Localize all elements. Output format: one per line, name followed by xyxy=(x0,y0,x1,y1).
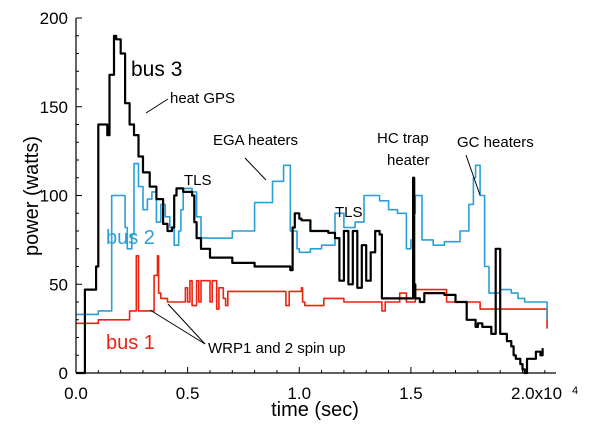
annotation-hc-trap-heater: heater xyxy=(387,152,430,169)
annotation-heat-gps: heat GPS xyxy=(170,90,235,107)
y-tick-label: 200 xyxy=(40,9,68,28)
x-tick-label: 0.0 xyxy=(64,384,88,403)
leader-ega-heaters xyxy=(244,157,267,181)
annotation-gc-heaters: GC heaters xyxy=(457,134,534,151)
y-tick-label: 0 xyxy=(59,364,68,383)
series-line-bus-1 xyxy=(76,255,548,329)
ticks-layer: 0.0 0.5 1.0 1.5 2.0x10 0 50 100 150 200 xyxy=(40,9,562,403)
series-layer xyxy=(76,34,548,375)
leader-heat-gps xyxy=(145,98,169,114)
leader-wrp-2 xyxy=(167,303,206,345)
x-tick-label: 1.0 xyxy=(287,384,311,403)
annotation-hc-trap: HC trap xyxy=(377,130,429,147)
annotation-ega-heaters: EGA heaters xyxy=(213,132,298,149)
x-axis-title: time (sec) xyxy=(271,399,359,421)
y-axis-title: power (watts) xyxy=(21,136,43,256)
y-tick-label: 50 xyxy=(49,275,68,294)
series-line-bus-2 xyxy=(76,162,548,320)
annotation-tls-1: TLS xyxy=(184,172,212,189)
series-label-bus-1: bus 1 xyxy=(106,332,155,354)
y-tick-label: 150 xyxy=(40,98,68,117)
annotation-wrp-spin-up: WRP1 and 2 spin up xyxy=(208,340,346,357)
leader-wrp-1 xyxy=(149,309,206,345)
series-line-bus-3 xyxy=(76,34,544,375)
x-tick-exponent: 4 xyxy=(572,385,578,397)
leader-gc-heaters xyxy=(465,154,481,196)
annotation-tls-2: TLS xyxy=(335,204,363,221)
y-tick-label: 100 xyxy=(40,187,68,206)
series-label-bus-2: bus 2 xyxy=(106,227,155,249)
series-label-bus-3: bus 3 xyxy=(131,58,182,81)
x-tick-label: 1.5 xyxy=(399,384,423,403)
x-tick-label: 2.0x10 xyxy=(511,384,562,403)
x-tick-label: 0.5 xyxy=(176,384,200,403)
